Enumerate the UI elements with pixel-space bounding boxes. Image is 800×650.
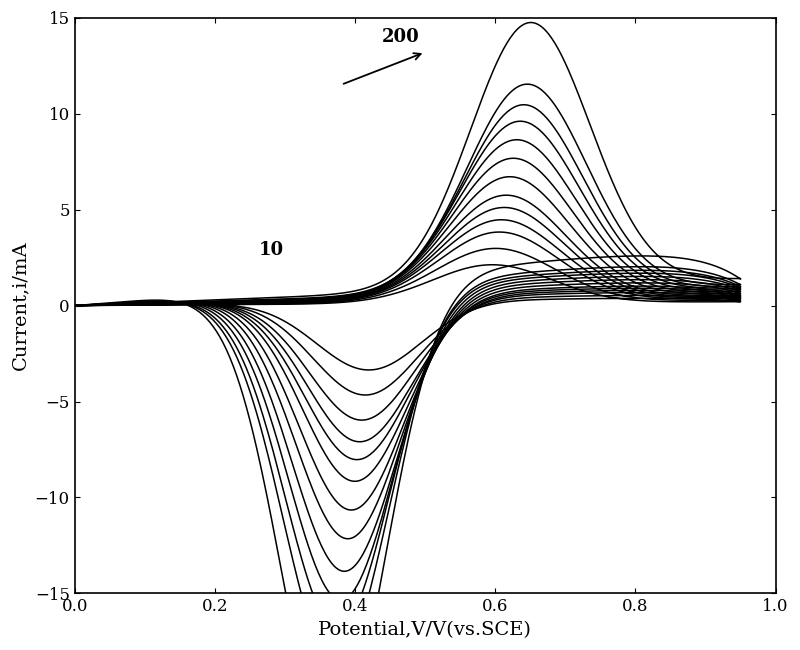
- X-axis label: Potential,V/V(vs.SCE): Potential,V/V(vs.SCE): [318, 621, 532, 639]
- Y-axis label: Current,i/mA: Current,i/mA: [11, 240, 29, 370]
- Text: 200: 200: [382, 28, 419, 46]
- Text: 10: 10: [258, 241, 283, 259]
